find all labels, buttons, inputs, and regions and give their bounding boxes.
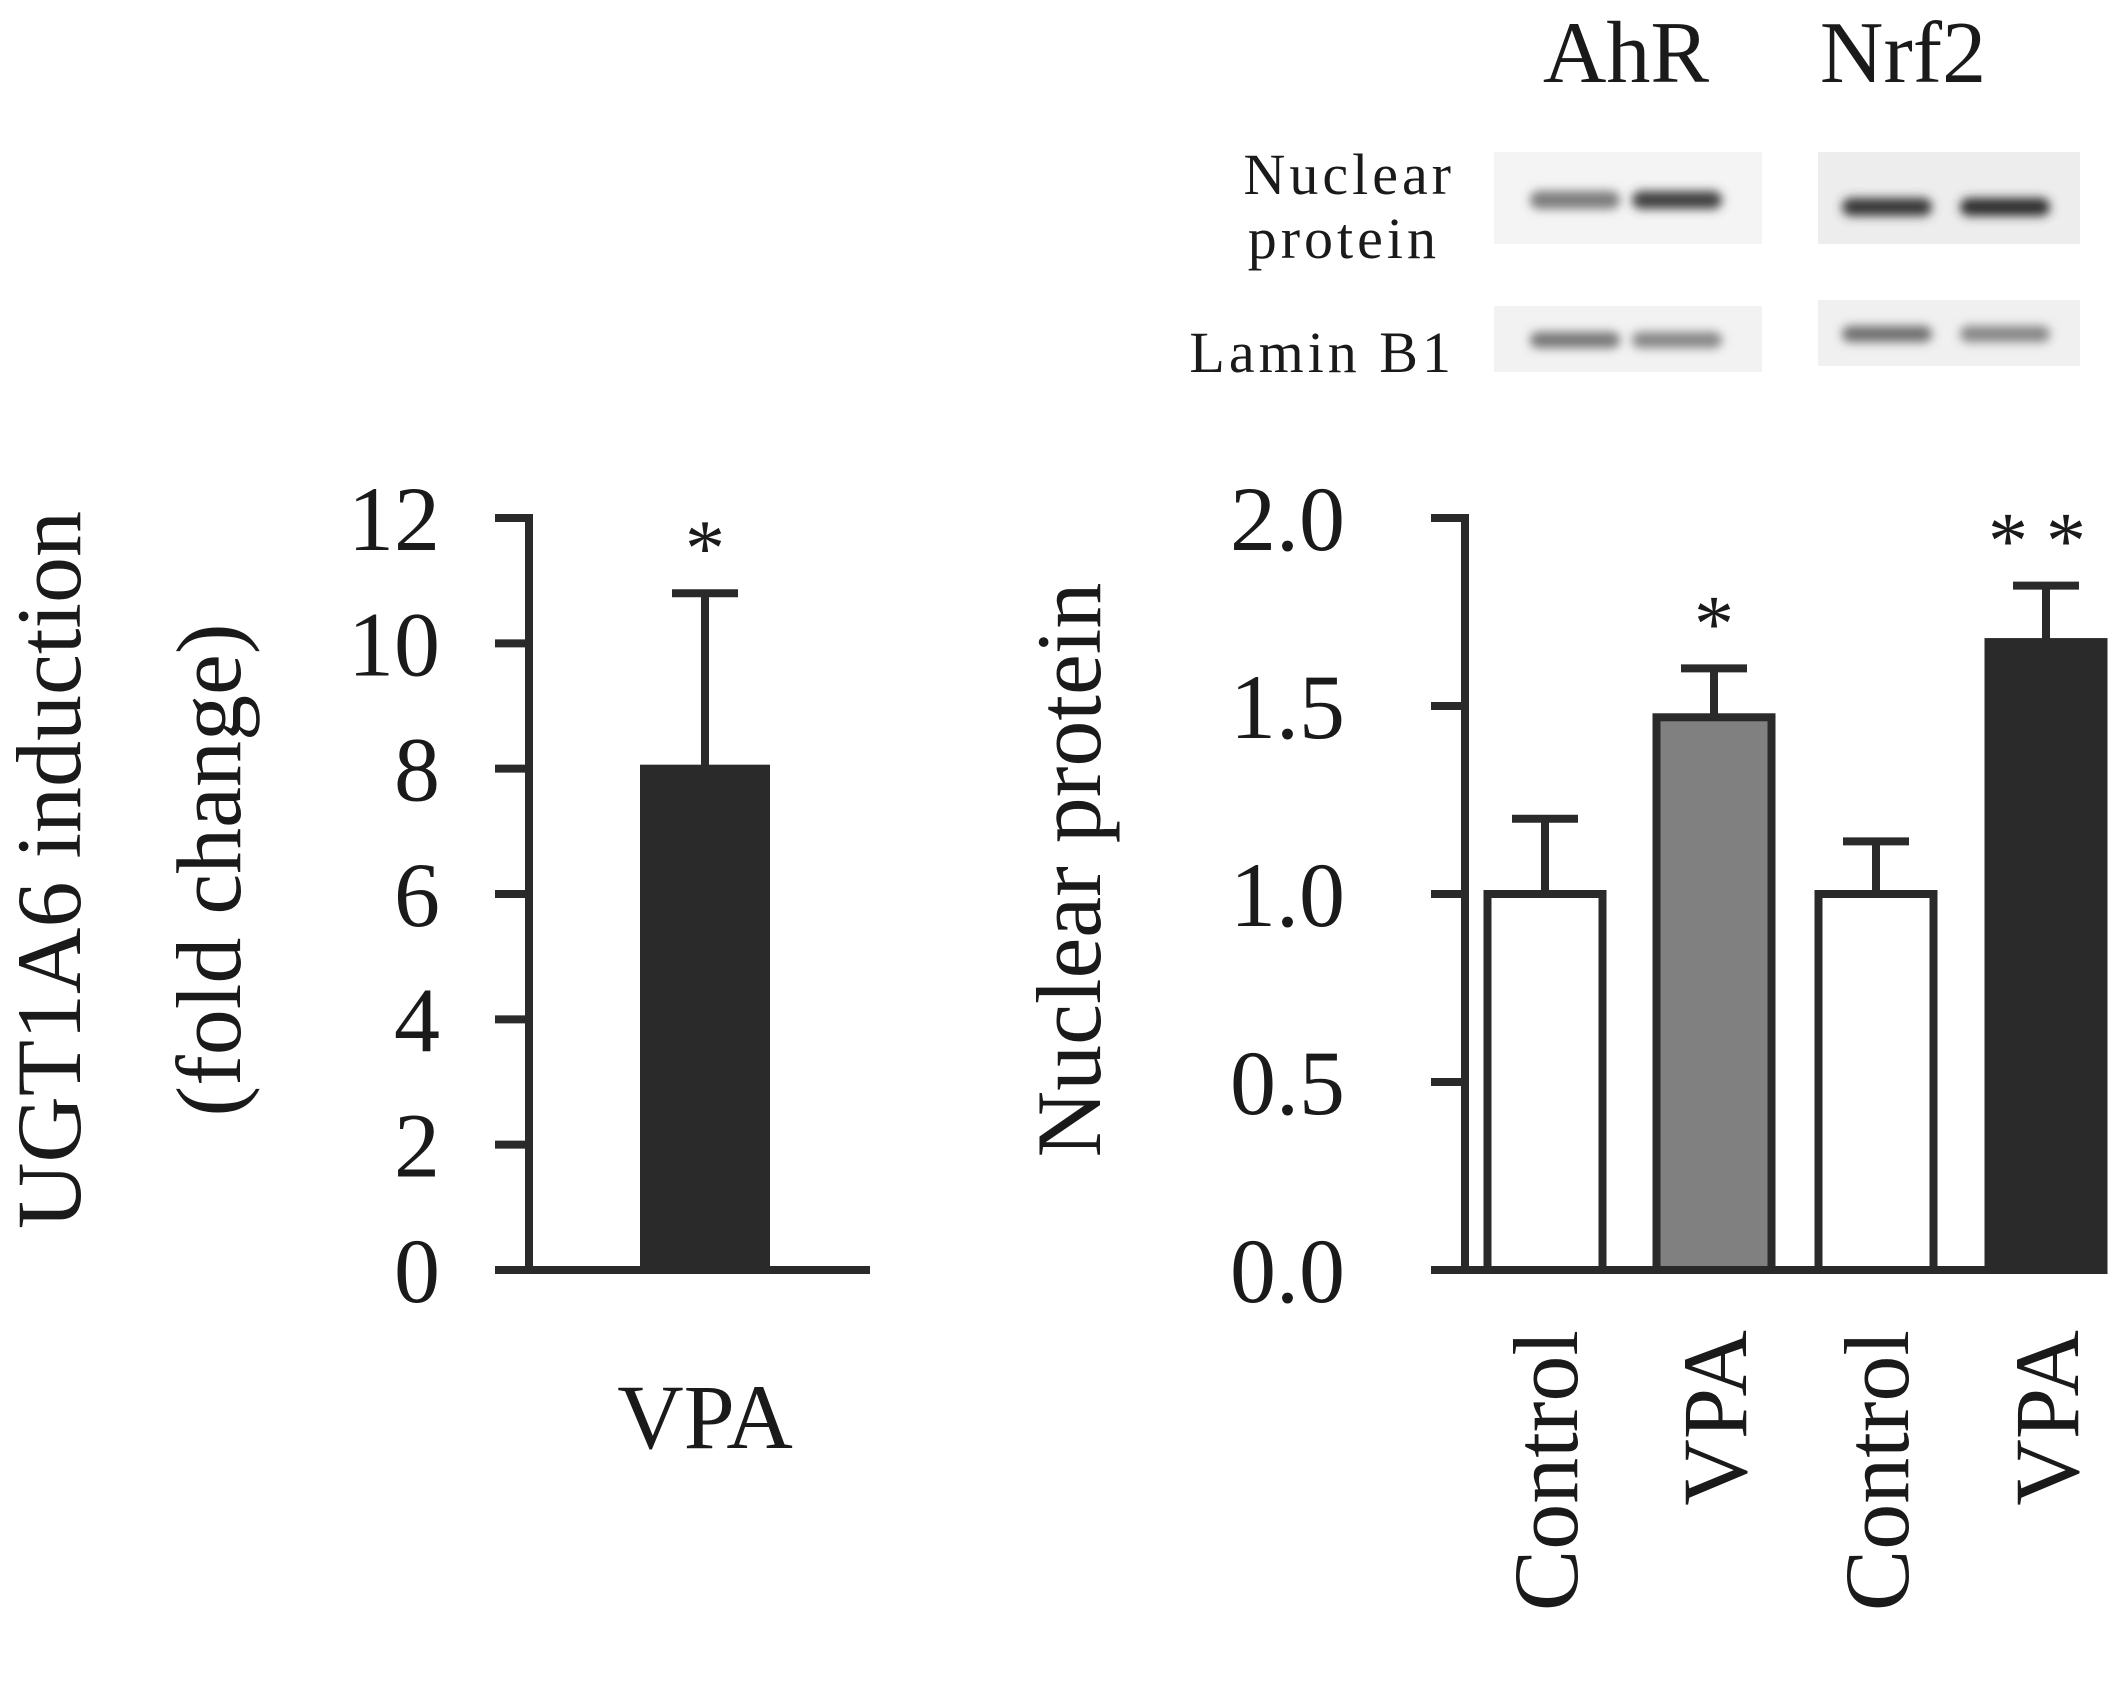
x-category-label: Control <box>1826 1330 1928 1611</box>
blot-band-lamin <box>1632 332 1722 348</box>
y-tick-label: 0 <box>394 1220 440 1322</box>
y-tick-label: 0.0 <box>1230 1220 1345 1322</box>
y-tick-label: 12 <box>348 468 440 570</box>
blot-band-nuclear <box>1960 198 2050 216</box>
significance-marker: * <box>1694 580 1734 668</box>
blot-row-label-lamin: Lamin B1 <box>1189 320 1455 385</box>
y-tick-label: 2 <box>394 1095 440 1197</box>
left-bars <box>640 764 770 1275</box>
blot-band-nuclear <box>1632 191 1722 209</box>
blot-band-lamin <box>1960 326 2050 342</box>
right-significance: *** <box>1694 498 2104 669</box>
bar <box>1814 890 1938 1274</box>
bar <box>1652 713 1776 1274</box>
blot-row-label-nuclear-line1: Nuclear <box>1243 142 1455 207</box>
western-blot: AhR Nrf2 Nuclear protein Lamin B1 <box>1189 5 2080 385</box>
y-tick-label: 10 <box>348 593 440 695</box>
right-category-labels: Control VPA Control VPA <box>1495 1330 2098 1611</box>
blot-band-nuclear <box>1530 191 1620 209</box>
right-y-axis-title: Nuclear protein <box>1018 583 1120 1158</box>
bar <box>1483 890 1607 1274</box>
bar <box>1984 638 2108 1274</box>
significance-marker: ** <box>1988 498 2104 586</box>
y-tick-label: 6 <box>394 844 440 946</box>
y-tick-label: 2.0 <box>1230 468 1345 570</box>
blot-bands <box>1530 191 2050 348</box>
right-bars <box>1483 638 2108 1274</box>
left-category-labels: VPA <box>617 1366 793 1468</box>
chart-right: 0.00.51.01.52.0 *** Control VPA Control VPA… <box>1018 468 2108 1611</box>
significance-marker: * <box>685 505 725 593</box>
chart-left: 0 2 4 6 8 10 12 * VPA UGT1A6 induction (fold c… <box>0 468 870 1468</box>
left-y-axis-title-line2: (fold change) <box>158 624 260 1117</box>
right-error-bars <box>1512 581 2079 894</box>
left-y-tick-labels: 0 2 4 6 8 10 12 <box>348 468 440 1322</box>
x-category-label: VPA <box>1996 1330 2098 1506</box>
y-tick-label: 8 <box>394 719 440 821</box>
bar <box>640 764 770 1275</box>
x-category-label: VPA <box>1664 1330 1766 1506</box>
y-tick-label: 0.5 <box>1230 1032 1345 1134</box>
right-y-tick-labels: 0.0 0.5 1.0 1.5 2.0 <box>1230 468 1345 1322</box>
y-tick-label: 1.0 <box>1230 844 1345 946</box>
blot-header-nrf2: Nrf2 <box>1820 5 1986 102</box>
y-tick-label: 4 <box>394 969 440 1071</box>
left-error-bars <box>672 589 738 769</box>
x-category-label: VPA <box>617 1366 793 1468</box>
y-tick-label: 1.5 <box>1230 656 1345 758</box>
blot-row-label-nuclear-line2: protein <box>1248 206 1440 271</box>
blot-band-lamin <box>1842 326 1932 342</box>
blot-header-ahr: AhR <box>1543 5 1710 102</box>
blot-band-lamin <box>1530 332 1620 348</box>
left-y-axis-title-line1: UGT1A6 induction <box>0 511 100 1229</box>
x-category-label: Control <box>1495 1330 1597 1611</box>
blot-band-nuclear <box>1842 198 1932 216</box>
left-significance: * <box>685 505 725 593</box>
